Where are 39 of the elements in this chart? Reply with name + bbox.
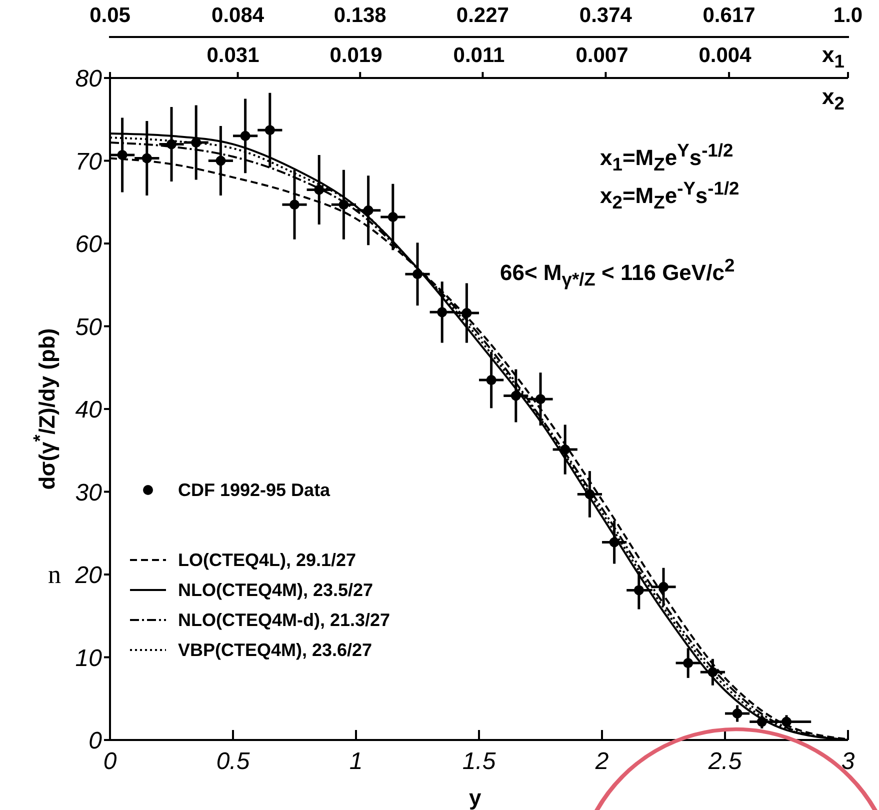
x2-tick-label: 0.374 (579, 4, 632, 27)
x-tick-label: 1 (349, 748, 363, 776)
text: 0.007 (576, 44, 628, 67)
legend-label: NLO(CTEQ4M-d), 21.3/27 (178, 610, 390, 630)
text: 0.031 (206, 44, 260, 67)
legend-label: NLO(CTEQ4M), 23.5/27 (178, 580, 374, 600)
text: n (48, 560, 61, 589)
x2-tick-label: 1.0 (833, 4, 863, 27)
x-tick-label: 2.5 (707, 748, 742, 776)
x-tick-label: 3 (841, 748, 856, 776)
y-tick-label: 80 (75, 66, 103, 93)
x-tick-label: 1.5 (462, 748, 496, 776)
x2-tick-label: 0.227 (456, 4, 509, 27)
x-tick-label: 0.5 (216, 748, 250, 776)
x2-tick-label: 0.084 (212, 4, 264, 27)
x2-tick-label: 0.617 (702, 4, 756, 27)
text: 0.004 (698, 44, 752, 67)
y-tick-label: 70 (75, 148, 103, 176)
y-tick-label: 0 (88, 728, 103, 755)
x-tick-label: 2 (594, 748, 609, 776)
y-tick-label: 10 (75, 644, 103, 672)
legend-label: LO(CTEQ4L), 29.1/27 (178, 550, 356, 570)
x-axis-title: y (469, 785, 482, 810)
x2-tick-label: 0.138 (334, 4, 387, 27)
y-tick-label: 50 (75, 314, 103, 341)
y-tick-label: 30 (75, 479, 103, 506)
legend-label: VBP(CTEQ4M), 23.6/27 (178, 640, 372, 660)
annotation: 66< M$_{γ*/Z}$ < 116 GeV/c$^{2}$ (500, 255, 735, 290)
x2-axis-title: x$_{1}$ (822, 42, 844, 72)
text: 0.019 (330, 44, 382, 67)
annotation: x$_{2}$=M$_{Z}$e$^{-Y}$s$^{-1/2}$ (600, 178, 740, 213)
legend-label: CDF 1992-95 Data (178, 480, 330, 500)
text: 0.011 (453, 44, 505, 67)
annotation: x$_{2}$ (822, 84, 844, 114)
x2-tick-label: 0.05 (90, 4, 131, 27)
y-tick-label: 20 (74, 562, 103, 590)
annotation: x$_{1}$=M$_{Z}$e$^{Y}$s$^{-1/2}$ (600, 140, 734, 175)
y-tick-label: 40 (75, 396, 103, 424)
y-tick-label: 60 (75, 231, 103, 258)
